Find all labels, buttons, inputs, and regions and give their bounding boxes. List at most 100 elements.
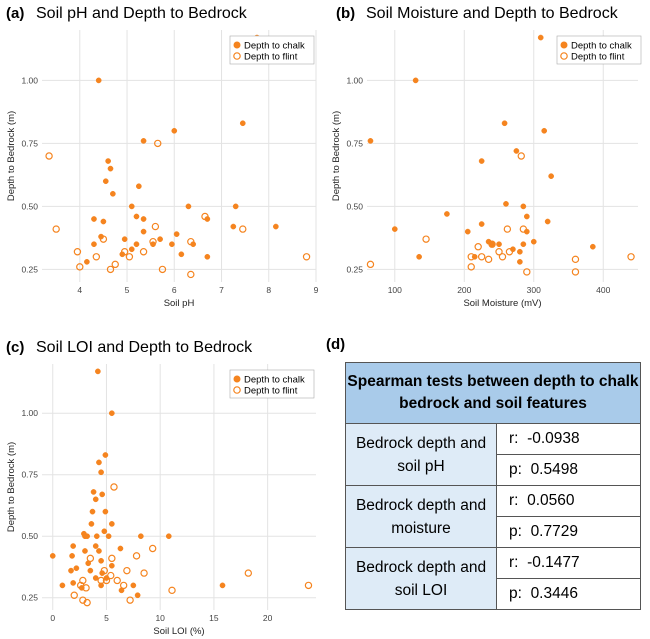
y-tick-label: 0.50	[21, 201, 38, 211]
chalk-point	[232, 203, 239, 210]
legend-chalk-marker	[560, 41, 568, 49]
chalk-point	[503, 201, 509, 207]
chart-title: Soil LOI and Depth to Bedrock	[36, 339, 253, 356]
flint-point	[52, 225, 60, 233]
x-axis-label: Soil LOI (%)	[153, 626, 204, 637]
chalk-point	[173, 231, 180, 237]
chalk-point	[171, 127, 178, 134]
legend-label: Depth to flint	[244, 386, 298, 397]
r-value-cell: r: 0.0560	[496, 485, 641, 517]
flint-point	[477, 253, 486, 261]
legend-label: Depth to chalk	[244, 375, 305, 386]
flint-point	[498, 253, 507, 261]
flint-point	[302, 253, 311, 261]
chalk-point	[91, 241, 97, 248]
y-tick-label: 0.75	[346, 138, 363, 148]
flint-point	[92, 253, 101, 261]
panel-letter: (d)	[326, 336, 345, 353]
flint-point	[148, 544, 157, 553]
flint-point	[244, 569, 253, 577]
legend-label: Depth to chalk	[244, 41, 305, 52]
chalk-point	[416, 253, 422, 260]
table-row-label: Bedrock depth and soil pH	[345, 423, 497, 486]
flint-point	[113, 576, 121, 585]
chalk-point	[530, 238, 537, 245]
x-axis-label: Soil Moisture (mV)	[463, 298, 541, 309]
chalk-point	[96, 459, 102, 466]
flint-point	[132, 552, 141, 560]
legend-flint-marker	[560, 52, 568, 60]
r-value: -0.0938	[527, 430, 580, 447]
chalk-point	[169, 241, 175, 248]
flint-point	[488, 240, 496, 248]
chalk-point	[520, 241, 527, 248]
chalk-point	[178, 251, 185, 258]
chalk-point	[367, 138, 374, 144]
chalk-point	[59, 582, 66, 589]
chalk-point	[108, 521, 115, 527]
y-tick-label: 1.00	[21, 75, 38, 85]
chalk-point	[99, 491, 106, 498]
chalk-point	[87, 567, 94, 574]
chalk-point	[90, 489, 97, 495]
flint-point	[139, 248, 148, 256]
flint-point	[484, 255, 493, 264]
y-tick-label: 0.25	[21, 264, 38, 274]
flint-point	[76, 263, 84, 271]
chalk-point	[444, 211, 450, 217]
legend-label: Depth to flint	[244, 52, 298, 63]
legend-box	[229, 35, 315, 65]
chalk-point	[412, 77, 419, 84]
x-tick-label: 8	[266, 285, 271, 295]
chalk-point	[93, 533, 100, 540]
chalk-point	[134, 592, 141, 599]
p-value-cell: p: 0.5498	[496, 454, 641, 486]
row-label-text: Bedrock depth and soil LOI	[355, 558, 487, 599]
flint-point	[123, 566, 131, 575]
chalk-point	[108, 562, 115, 569]
row-label-text: Bedrock depth and soil pH	[355, 434, 487, 475]
chalk-point	[107, 165, 114, 172]
flint-point	[239, 225, 247, 233]
x-tick-label: 0	[50, 613, 55, 623]
chalk-point	[138, 533, 144, 540]
flint-point	[519, 225, 528, 233]
flint-point	[151, 222, 160, 231]
legend-box	[556, 35, 642, 65]
p-value: 0.7729	[530, 523, 578, 540]
flint-point	[73, 248, 82, 256]
flint-point	[505, 248, 514, 256]
flint-point	[571, 255, 580, 264]
x-tick-label: 15	[209, 613, 219, 623]
chalk-point	[520, 203, 527, 210]
flint-point	[70, 591, 78, 599]
x-tick-label: 300	[527, 285, 541, 295]
y-tick-label: 0.50	[21, 531, 38, 541]
y-tick-label: 1.00	[346, 75, 363, 85]
chalk-point	[98, 582, 104, 589]
chalk-point	[68, 567, 74, 574]
chalk-point	[157, 236, 163, 243]
chalk-point	[49, 553, 56, 559]
r-value: 0.0560	[527, 492, 575, 509]
y-axis-label: Depth to Bedrock (m)	[331, 111, 342, 201]
p-key: p:	[509, 585, 522, 602]
x-tick-label: 20	[263, 613, 273, 623]
y-tick-label: 1.00	[21, 408, 38, 418]
flint-point	[201, 212, 209, 221]
chalk-point	[108, 410, 115, 417]
chalk-point	[84, 258, 90, 265]
flint-point	[120, 248, 129, 256]
chalk-point	[517, 258, 523, 265]
chalk-point	[544, 218, 551, 225]
chalk-point	[239, 120, 246, 127]
r-value-cell: r: -0.1477	[496, 547, 641, 579]
panel-letter: (c)	[6, 339, 24, 356]
flint-point	[110, 483, 118, 491]
x-tick-label: 6	[172, 285, 177, 295]
flint-point	[154, 139, 162, 148]
y-tick-label: 0.50	[346, 201, 363, 211]
chalk-point	[89, 508, 96, 515]
p-value: 0.3446	[530, 585, 578, 602]
chalk-point	[589, 243, 596, 250]
